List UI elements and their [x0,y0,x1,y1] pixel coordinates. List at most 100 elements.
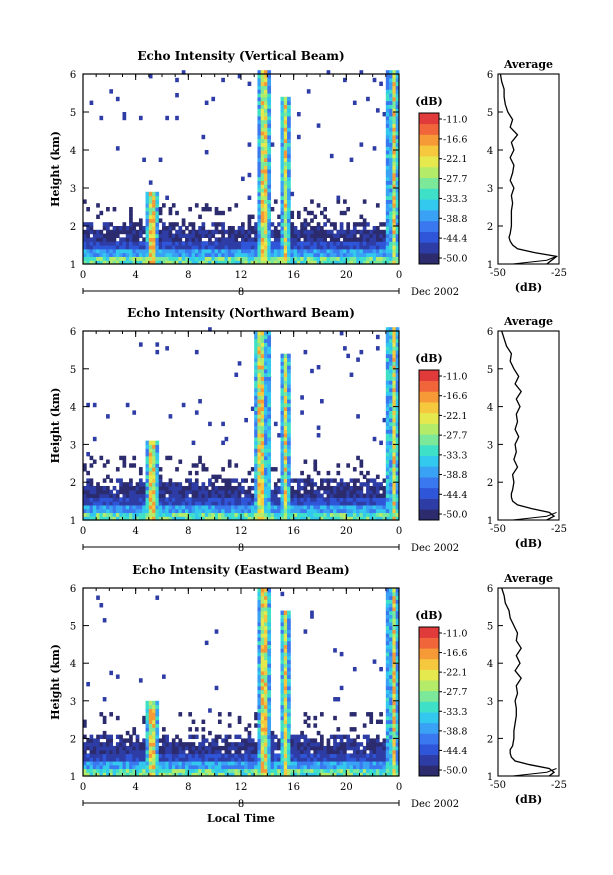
echo-cell [260,715,265,721]
echo-cell [188,233,193,238]
echo-cell [349,516,354,521]
echo-cell [362,245,367,250]
echo-cell [264,89,268,94]
echo-cell [280,176,285,181]
echo-cell [333,508,337,514]
echo-cell [389,207,393,212]
echo-cell [333,772,337,777]
echo-cell [119,508,123,514]
echo-cell [362,241,367,246]
echo-cell [102,719,107,724]
echo-cell [385,406,390,411]
echo-cell [267,142,272,147]
echo-cell [395,353,400,359]
echo-cell [296,237,301,242]
echo-cell [257,448,262,453]
echo-cell [356,497,360,502]
echo-cell [333,222,337,227]
echo-cell [293,260,298,265]
echo-cell [211,764,216,770]
echo-cell [329,508,334,514]
echo-cell [280,621,285,627]
echo-cell [369,256,374,261]
echo-cell [392,421,397,427]
echo-cell [389,395,393,400]
echo-cell [287,199,291,204]
echo-cell [352,501,357,506]
echo-cell [389,188,393,193]
echo-cell [293,248,298,254]
echo-cell [372,245,377,250]
echo-cell [198,516,202,521]
echo-cell [392,372,397,377]
echo-cell [145,700,150,706]
echo-cell [316,226,321,231]
echo-cell [191,245,196,250]
echo-cell [382,252,387,257]
echo-cell [280,414,285,419]
echo-cell [385,764,390,770]
echo-cell [300,742,304,747]
echo-cell [83,768,87,773]
echo-cell [359,497,364,502]
echo-cell [287,245,291,250]
echo-cell [316,760,321,766]
echo-cell [389,252,393,257]
echo-cell [267,504,272,510]
echo-cell [379,256,383,261]
echo-cell [362,764,367,770]
echo-cell [227,516,232,521]
echo-cell [148,451,153,457]
echo-cell [227,485,232,491]
echo-cell [138,749,143,755]
echo-cell [385,376,390,381]
echo-cell [237,760,242,766]
colorbar-swatch [419,487,439,499]
echo-cell [395,161,400,166]
echo-cell [306,241,311,246]
echo-cell [267,410,272,415]
echo-cell [352,493,357,498]
echo-cell [115,252,120,257]
echo-cell [247,764,252,770]
echo-cell [247,195,252,200]
echo-cell [185,493,189,498]
echo-cell [260,482,265,487]
echo-cell [306,497,311,502]
echo-cell [145,749,150,755]
echo-cell [264,693,268,698]
echo-cell [392,723,397,728]
echo-cell [168,760,173,766]
echo-cell [316,516,321,521]
echo-cell [257,74,262,79]
echo-cell [135,241,140,246]
echo-cell [194,256,199,261]
echo-cell [392,77,397,83]
echo-cell [267,606,272,612]
echo-cell [273,237,278,242]
echo-cell [392,260,397,265]
echo-cell [392,214,397,219]
echo-cell [257,260,262,265]
echo-cell [201,463,206,468]
echo-cell [392,648,397,653]
echo-cell [204,260,209,265]
echo-cell [306,493,311,498]
echo-cell [132,749,137,755]
echo-cell [257,207,262,212]
echo-cell [392,689,397,694]
echo-cell [257,248,262,254]
echo-cell [372,497,377,502]
echo-cell [389,119,393,124]
echo-cell [86,237,90,242]
echo-cell [122,256,127,261]
echo-cell [194,757,199,762]
echo-cell [168,210,173,216]
echo-cell [329,260,334,265]
echo-cell [392,112,397,117]
echo-cell [385,119,390,124]
echo-cell [135,768,140,773]
echo-cell [339,768,344,773]
echo-cell [260,659,265,664]
echo-cell [257,595,262,600]
